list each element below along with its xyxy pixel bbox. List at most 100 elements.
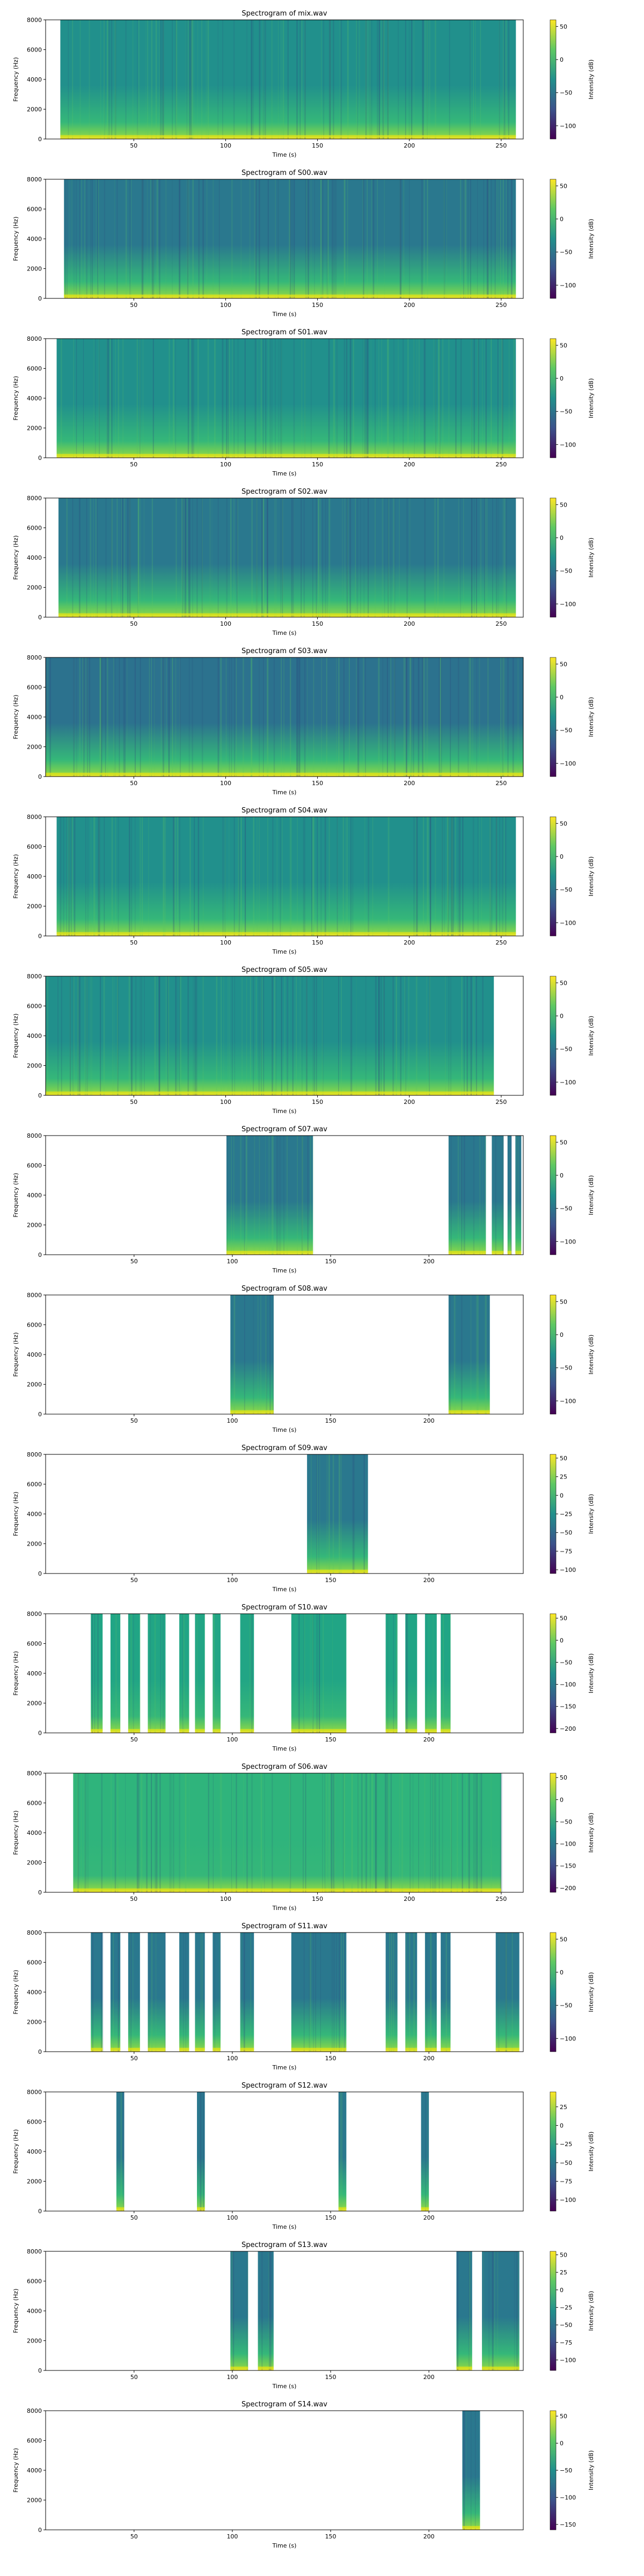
spectrogram-panel-11: Spectrogram of S06.wav 50 100 150 200 250 0 200… xyxy=(12,1763,595,1912)
spectrogram-texture xyxy=(350,817,352,936)
spectrogram-texture xyxy=(69,976,71,1095)
spectrogram-texture xyxy=(502,20,504,139)
spectrogram-texture xyxy=(361,1773,363,1892)
spectrogram-texture xyxy=(430,1773,431,1892)
spectrogram-texture xyxy=(418,1773,419,1892)
spectrogram-texture xyxy=(440,657,441,777)
spectrogram-texture xyxy=(204,1614,205,1733)
spectrogram-texture xyxy=(406,1614,408,1733)
spectrogram-segment xyxy=(91,1614,103,1733)
spectrogram-texture xyxy=(280,1136,281,1255)
spectrogram-texture xyxy=(340,1454,342,1574)
spectrogram-texture xyxy=(481,817,482,936)
spectrogram-texture xyxy=(99,657,101,777)
x-tick-label: 200 xyxy=(404,780,415,787)
x-tick-label: 100 xyxy=(220,142,231,149)
spectrogram-texture xyxy=(267,817,268,936)
spectrogram-texture xyxy=(323,1614,324,1733)
spectrogram-texture xyxy=(155,1773,156,1892)
y-tick-label: 8000 xyxy=(27,1770,42,1777)
spectrogram-texture xyxy=(399,1773,400,1892)
spectrogram-texture xyxy=(494,2251,495,2370)
spectrogram-texture xyxy=(334,179,335,298)
spectrogram-texture xyxy=(112,976,113,1095)
spectrogram-texture xyxy=(345,817,347,936)
spectrogram-texture xyxy=(113,976,115,1095)
spectrogram-texture xyxy=(398,20,399,139)
spectrogram-texture xyxy=(68,20,69,139)
spectrogram-texture xyxy=(115,1614,117,1733)
spectrogram-texture xyxy=(73,976,75,1095)
y-axis-label: Frequency (Hz) xyxy=(12,854,19,899)
colorbar-tick-label: −100 xyxy=(560,1079,576,1086)
colorbar-tick-label: −50 xyxy=(560,887,572,894)
spectrogram-texture xyxy=(262,498,265,617)
x-axis-label: Time (s) xyxy=(272,311,297,318)
spectrogram-texture xyxy=(351,1773,353,1892)
spectrogram-texture xyxy=(74,1773,75,1892)
spectrogram-panel-1: Spectrogram of S00.wav 50 100 150 200 250 0 200… xyxy=(12,169,595,318)
spectrogram-texture xyxy=(353,339,354,458)
spectrogram-segment xyxy=(405,1933,418,2052)
spectrogram-texture xyxy=(435,20,436,139)
colorbar-tick-label: −25 xyxy=(560,1511,572,1518)
spectrogram-texture xyxy=(180,976,182,1095)
spectrogram-texture xyxy=(233,498,235,617)
spectrogram-texture xyxy=(438,1773,440,1892)
spectrogram-texture xyxy=(516,1136,517,1255)
spectrogram-texture xyxy=(304,20,306,139)
spectrogram-texture xyxy=(231,1136,232,1255)
spectrogram-texture xyxy=(261,498,263,617)
spectrogram-segment xyxy=(441,1614,451,1733)
low-frequency-band xyxy=(195,2048,205,2050)
spectrogram-texture xyxy=(93,817,94,936)
spectrogram-texture xyxy=(104,817,105,936)
y-tick-label: 0 xyxy=(38,1889,42,1896)
spectrogram-texture xyxy=(151,1773,152,1892)
y-tick-label: 6000 xyxy=(27,1481,42,1488)
spectrogram-texture xyxy=(283,1136,284,1255)
spectrogram-texture xyxy=(282,498,283,617)
spectrogram-texture xyxy=(259,1136,260,1255)
spectrogram-texture xyxy=(284,976,286,1095)
spectrogram-texture xyxy=(265,1136,266,1255)
spectrogram-texture xyxy=(234,1295,236,1414)
spectrogram-texture xyxy=(483,179,485,298)
spectrogram-texture xyxy=(394,657,396,777)
colorbar xyxy=(550,1932,557,2052)
spectrogram-texture xyxy=(368,1773,370,1892)
spectrogram-texture xyxy=(217,20,219,139)
colorbar-tick-label: −100 xyxy=(560,1397,576,1404)
x-tick-label: 100 xyxy=(220,1896,231,1902)
spectrogram-texture xyxy=(160,1614,162,1733)
spectrogram-texture xyxy=(117,1773,119,1892)
spectrogram-texture xyxy=(141,1773,143,1892)
spectrogram-texture xyxy=(336,657,337,777)
spectrogram-texture xyxy=(364,339,365,458)
spectrogram-texture xyxy=(255,976,257,1095)
spectrogram-texture xyxy=(94,1614,96,1733)
spectrogram-texture xyxy=(137,339,138,458)
colorbar-tick-label: −200 xyxy=(560,1725,576,1732)
spectrogram-texture xyxy=(198,179,200,298)
spectrogram-texture xyxy=(120,2092,122,2211)
colorbar-tick-label: 0 xyxy=(560,694,564,701)
spectrogram-texture xyxy=(471,498,473,617)
spectrogram-texture xyxy=(231,976,233,1095)
spectrogram-texture xyxy=(79,498,80,617)
colorbar-tick-label: 50 xyxy=(560,1139,567,1146)
spectrogram-texture xyxy=(226,498,228,617)
x-tick-label: 50 xyxy=(130,461,137,468)
spectrogram-texture xyxy=(79,20,81,139)
spectrogram-texture xyxy=(473,1136,475,1255)
spectrogram-texture xyxy=(138,498,140,617)
spectrogram-texture xyxy=(312,976,314,1095)
spectrogram-texture xyxy=(347,817,348,936)
spectrogram-texture xyxy=(175,20,177,139)
spectrogram-texture xyxy=(400,179,402,298)
low-frequency-band xyxy=(385,1729,398,1731)
spectrogram-texture xyxy=(275,976,277,1095)
colorbar-tick-label: 0 xyxy=(560,1969,564,1976)
spectrogram-segment xyxy=(213,1933,221,2052)
spectrogram-texture xyxy=(232,339,233,458)
